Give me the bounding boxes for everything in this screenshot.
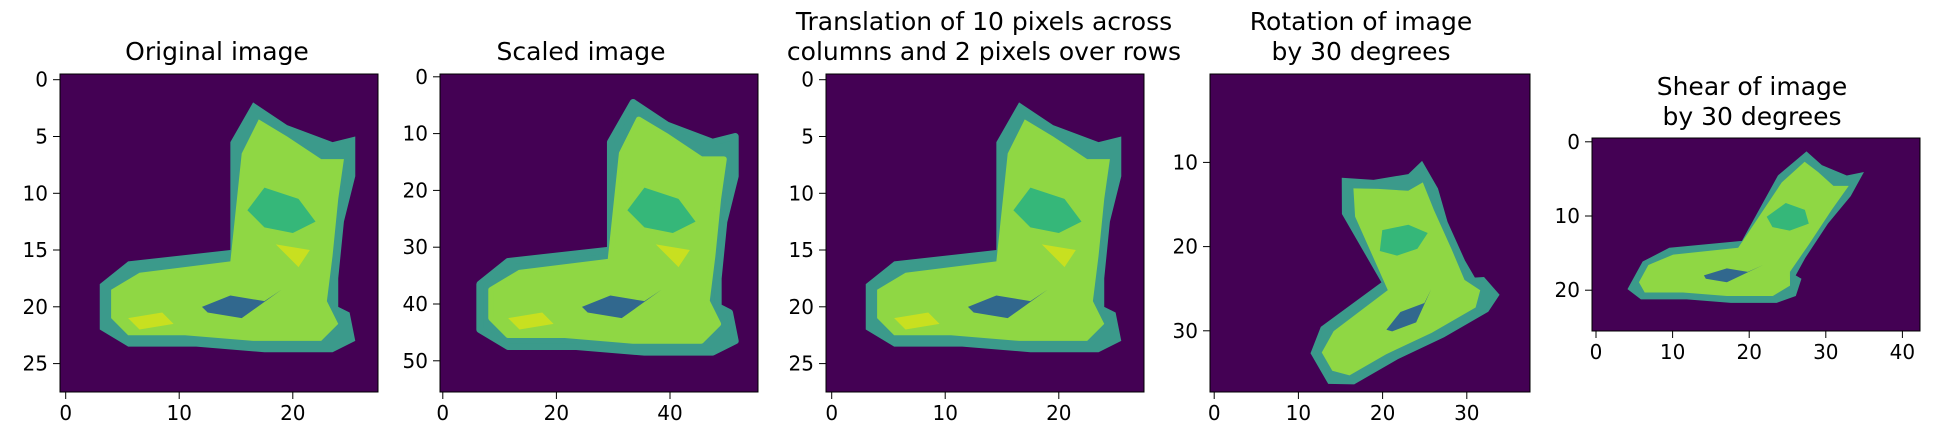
y-tick-label: 25 (23, 352, 48, 376)
axes-frame (1591, 137, 1921, 332)
x-axis: 0 10 20 30 40 (1590, 331, 1915, 364)
x-axis: 0 20 40 (436, 392, 683, 425)
panel-shear: Shear of image by 30 degrees 0 10 20 30 … (1555, 72, 1921, 364)
x-tick-label: 0 (1590, 340, 1603, 364)
y-tick-label: 20 (23, 295, 48, 319)
y-tick-label: 5 (35, 125, 48, 149)
y-axis: 10 20 30 (1173, 150, 1210, 343)
x-tick-label: 20 (280, 401, 305, 425)
boot-image (1310, 160, 1500, 385)
x-tick-label: 20 (544, 401, 569, 425)
y-tick-label: 0 (801, 68, 814, 92)
panel-translation: Translation of 10 pixels across columns … (787, 7, 1181, 425)
y-tick-label: 30 (403, 235, 428, 259)
y-tick-label: 5 (801, 125, 814, 149)
y-axis: 0 5 10 15 20 25 (23, 68, 60, 376)
panel-title: Scaled image (497, 37, 666, 66)
x-tick-label: 10 (1286, 401, 1311, 425)
axes-frame (59, 73, 379, 393)
x-axis: 0 10 20 (59, 392, 306, 425)
y-tick-label: 15 (23, 238, 48, 262)
y-tick-label: 20 (1173, 235, 1198, 259)
x-tick-label: 30 (1813, 340, 1838, 364)
y-tick-label: 0 (35, 68, 48, 92)
panel-rotation: Rotation of image by 30 degrees 0 10 20 … (1173, 7, 1531, 425)
x-tick-label: 20 (1736, 340, 1761, 364)
boot-image (476, 98, 739, 356)
y-tick-label: 10 (403, 122, 428, 146)
x-tick-label: 0 (1208, 401, 1221, 425)
x-tick-label: 10 (1660, 340, 1685, 364)
axes-frame (825, 73, 1145, 393)
x-tick-label: 40 (1890, 340, 1915, 364)
y-tick-label: 0 (415, 65, 428, 89)
boot-image (1627, 151, 1864, 303)
x-tick-label: 20 (1370, 401, 1395, 425)
panel-title: by 30 degrees (1662, 102, 1841, 131)
x-tick-label: 40 (657, 401, 682, 425)
y-tick-label: 20 (403, 178, 428, 202)
x-tick-label: 0 (59, 401, 72, 425)
panel-title: columns and 2 pixels over rows (787, 37, 1181, 66)
axes-frame (439, 73, 759, 393)
y-axis: 0 10 20 30 40 50 (403, 65, 440, 373)
x-tick-label: 10 (932, 401, 957, 425)
panel-scaled: Scaled image 0 20 40 0 10 (403, 37, 759, 425)
y-tick-label: 20 (789, 295, 814, 319)
y-tick-label: 10 (23, 181, 48, 205)
boot-image (865, 102, 1122, 353)
panel-title: Rotation of image (1250, 7, 1472, 36)
y-tick-label: 40 (403, 292, 428, 316)
panel-title: Original image (125, 37, 309, 66)
y-tick-label: 10 (1173, 150, 1198, 174)
boot-image (99, 102, 356, 353)
y-tick-label: 10 (1555, 204, 1580, 228)
x-tick-label: 0 (825, 401, 838, 425)
x-axis: 0 10 20 30 (1208, 392, 1480, 425)
y-tick-label: 30 (1173, 319, 1198, 343)
x-tick-label: 10 (166, 401, 191, 425)
panel-title: Translation of 10 pixels across (795, 7, 1172, 36)
y-tick-label: 0 (1567, 130, 1580, 154)
panel-title: Shear of image (1657, 72, 1848, 101)
y-tick-label: 10 (789, 181, 814, 205)
panel-original: Original image 0 10 20 0 5 (23, 37, 379, 425)
y-tick-label: 25 (789, 352, 814, 376)
y-axis: 0 10 20 (1555, 130, 1592, 302)
x-tick-label: 0 (436, 401, 449, 425)
y-tick-label: 20 (1555, 278, 1580, 302)
y-axis: 0 5 10 15 20 25 (789, 68, 826, 376)
x-tick-label: 30 (1454, 401, 1479, 425)
panel-title: by 30 degrees (1271, 37, 1450, 66)
x-tick-label: 20 (1046, 401, 1071, 425)
y-tick-label: 50 (403, 349, 428, 373)
y-tick-label: 15 (789, 238, 814, 262)
axes-frame (1209, 73, 1531, 393)
x-axis: 0 10 20 (825, 392, 1072, 425)
